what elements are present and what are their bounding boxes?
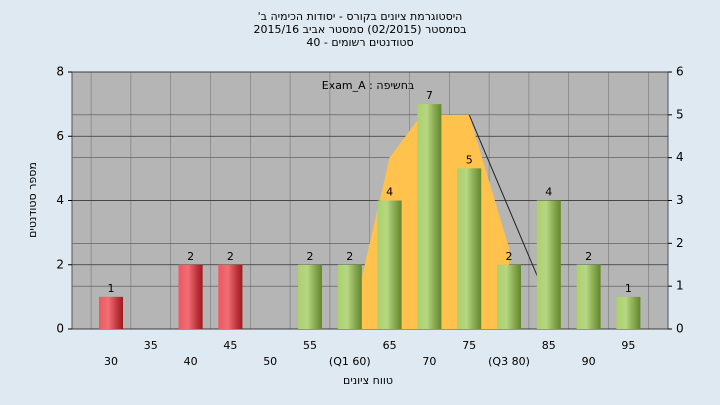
y2-tick-label: 3	[676, 193, 684, 207]
x-tick-label: 50	[263, 355, 277, 368]
data-label: 1	[108, 282, 115, 295]
bar-shade	[178, 264, 203, 329]
bar-shade	[298, 264, 322, 329]
data-label: 4	[386, 186, 393, 199]
y-axis-label: מספר סטודנטים	[26, 162, 39, 238]
x-tick-label: (Q3 80)	[488, 355, 530, 368]
x-axis-label: טווח ציונים	[343, 374, 393, 387]
bar-shade	[377, 200, 402, 329]
y2-tick-label: 0	[676, 322, 684, 336]
data-label: 1	[625, 282, 632, 295]
annotation: בחשיפה : Exam_A	[322, 79, 415, 92]
y-tick-label: 2	[56, 257, 64, 271]
x-tick-label: 95	[621, 339, 635, 352]
x-tick-label: 35	[144, 339, 158, 352]
y2-tick-label: 6	[676, 65, 684, 79]
data-label: 2	[506, 250, 513, 263]
bar-shade	[417, 104, 442, 329]
data-label: 4	[545, 186, 552, 199]
bar-shade	[218, 264, 243, 329]
bar-shade	[337, 264, 362, 329]
x-tick-label: (Q1 60)	[329, 355, 371, 368]
data-label: 5	[466, 153, 473, 166]
y-tick-label: 0	[56, 322, 64, 336]
data-label: 2	[585, 250, 592, 263]
chart-subtitle: סטודנטים רשומים - 40	[306, 36, 413, 49]
y2-tick-label: 4	[676, 150, 684, 164]
y-tick-label: 4	[56, 193, 64, 207]
y-tick-label: 6	[56, 129, 64, 143]
trend-line	[468, 114, 550, 304]
chart-subtitle: בסמסטר (02/2015) סמסטר אביב 2015/16	[253, 23, 466, 36]
bar-shade	[457, 168, 482, 329]
data-label: 7	[426, 89, 433, 102]
y-tick-label: 8	[56, 65, 64, 79]
x-tick-label: 75	[462, 339, 476, 352]
data-label: 2	[307, 250, 314, 263]
x-tick-label: 70	[422, 355, 436, 368]
data-label: 2	[227, 250, 234, 263]
y2-tick-label: 1	[676, 279, 684, 293]
x-tick-label: 40	[184, 355, 198, 368]
x-tick-label: 85	[542, 339, 556, 352]
x-tick-label: 65	[383, 339, 397, 352]
x-tick-label: 55	[303, 339, 317, 352]
data-label: 2	[346, 250, 353, 263]
bar-shade	[497, 264, 521, 329]
x-tick-label: 45	[223, 339, 237, 352]
y2-tick-label: 2	[676, 236, 684, 250]
y2-tick-label: 5	[676, 107, 684, 121]
x-tick-label: 30	[104, 355, 118, 368]
data-label: 2	[187, 250, 194, 263]
bar-shade	[576, 264, 601, 329]
bar-shade	[536, 200, 561, 329]
chart-title: היסטוגרמת ציונים בקורס - יסודות הכימיה ב…	[258, 10, 463, 23]
bar-shade	[616, 296, 641, 329]
x-tick-label: 90	[582, 355, 596, 368]
bar-shade	[99, 296, 123, 329]
